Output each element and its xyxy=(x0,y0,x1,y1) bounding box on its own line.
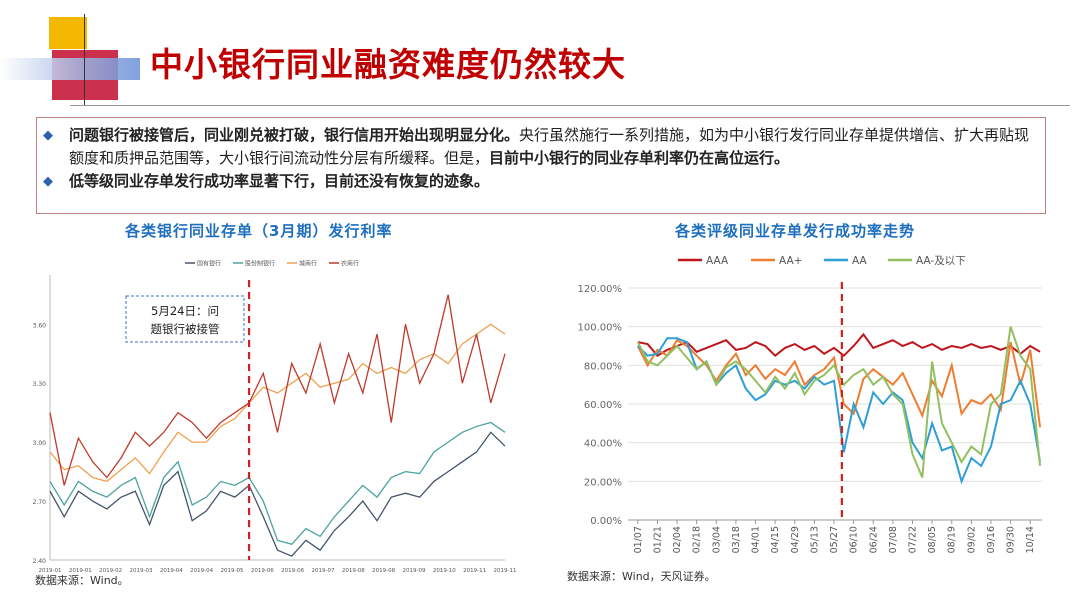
y-tick-label: 120.00% xyxy=(578,284,623,295)
slide-title: 中小银行同业融资难度仍然较大 xyxy=(150,45,626,84)
bullet-diamond-icon: ◆ xyxy=(43,174,53,189)
series-line-AA xyxy=(637,337,1042,485)
legend-label: 城商行 xyxy=(299,260,317,268)
header-decoration-blue xyxy=(0,58,140,80)
x-tick-label: 2019-06 xyxy=(281,568,304,574)
bullet-1-bold-tail: 目前中小银行的同业存单利率仍在高位运行。 xyxy=(489,149,790,167)
series-line-农商行 xyxy=(49,294,506,486)
x-tick-label: 09/02 xyxy=(966,526,977,553)
x-tick-label: 07/08 xyxy=(888,526,899,553)
annotation-text: 5月24日：问 xyxy=(151,304,219,318)
y-tick-label: 2.70 xyxy=(33,499,47,506)
x-tick-label: 2019-08 xyxy=(342,568,365,574)
x-tick-label: 2019-04 xyxy=(160,568,183,574)
x-tick-label: 08/05 xyxy=(927,526,938,553)
x-tick-label: 02/18 xyxy=(692,526,703,553)
x-tick-label: 02/04 xyxy=(672,526,683,553)
x-tick-label: 09/30 xyxy=(1006,526,1017,553)
legend-label: 国有银行 xyxy=(197,260,221,268)
y-tick-label: 60.00% xyxy=(584,400,622,411)
x-tick-label: 06/10 xyxy=(849,526,860,553)
bullet-1: ◆ 问题银行被接管后，同业刚兑被打破，银行信用开始出现明显分化。央行虽然施行一系… xyxy=(43,124,1035,170)
x-tick-label: 2019-08 xyxy=(372,568,395,574)
left-chart-rates: 2.40 2.70 3.00 3.30 3.60 2019-01 2019-01 2019-0… xyxy=(33,260,517,575)
x-tick-label: 09/16 xyxy=(986,526,997,553)
bullet-2: ◆ 低等级同业存单发行成功率显著下行，目前还没有恢复的迹象。 xyxy=(43,170,1035,193)
x-tick-label: 2019-03 xyxy=(130,568,153,574)
legend-label: AAA xyxy=(706,255,729,267)
y-tick-label: 3.00 xyxy=(33,440,47,447)
bullet-1-body: 央行虽然施行一系列措施，如为中小银行发行同业存单提供增信、扩大再贴现额度和质押品… xyxy=(69,126,1030,167)
y-tick-label: 80.00% xyxy=(584,361,622,372)
x-tick-label: 2019-07 xyxy=(312,568,335,574)
bullet-2-text: 低等级同业存单发行成功率显著下行，目前还没有恢复的迹象。 xyxy=(69,172,490,190)
x-tick-label: 2019-09 xyxy=(403,568,426,574)
right-chart-source: 数据来源：Wind，天风证券。 xyxy=(567,570,716,583)
annotation-box xyxy=(125,295,245,343)
y-tick-label: 0.00% xyxy=(590,516,622,527)
series-line-国有银行 xyxy=(49,431,506,557)
legend-label: AA+ xyxy=(779,255,802,267)
legend-label: 股份制银行 xyxy=(245,260,275,268)
x-tick-label: 2019-06 xyxy=(251,568,274,574)
header-decoration-line xyxy=(84,14,85,106)
annotation-text: 题银行被接管 xyxy=(151,322,220,336)
x-tick-label: 2019-01 xyxy=(39,568,62,574)
x-tick-label: 07/22 xyxy=(908,526,919,553)
x-tick-label: 2019-11 xyxy=(494,568,517,574)
x-tick-label: 01/07 xyxy=(633,526,644,553)
right-chart-title: 各类评级同业存单发行成功率走势 xyxy=(675,222,916,240)
x-tick-label: 2019-02 xyxy=(99,568,122,574)
series-line-AA-及以下 xyxy=(636,326,1042,478)
y-tick-label: 2.40 xyxy=(33,558,47,565)
x-tick-label: 2019-05 xyxy=(221,568,244,574)
x-tick-label: 2019-11 xyxy=(463,568,486,574)
series-line-AAA xyxy=(637,332,1041,357)
x-tick-label: 04/29 xyxy=(790,526,801,553)
x-tick-label: 05/27 xyxy=(829,526,840,553)
x-tick-label: 03/04 xyxy=(711,526,722,553)
x-tick-label: 05/13 xyxy=(809,526,820,553)
left-chart-source: 数据来源：Wind。 xyxy=(35,574,129,587)
x-tick-label: 03/18 xyxy=(731,526,742,553)
x-tick-label: 08/19 xyxy=(947,526,958,553)
series-line-股份制银行 xyxy=(49,421,506,546)
series-line-城商行 xyxy=(49,323,506,483)
x-tick-label: 10/14 xyxy=(1025,526,1036,553)
header-decoration-yellow xyxy=(49,17,87,49)
title-divider xyxy=(70,105,1070,106)
x-tick-label: 2019-01 xyxy=(69,568,92,574)
left-chart-title: 各类银行同业存单（3月期）发行利率 xyxy=(125,222,393,240)
summary-box: ◆ 问题银行被接管后，同业刚兑被打破，银行信用开始出现明显分化。央行虽然施行一系… xyxy=(36,117,1046,214)
x-tick-label: 06/24 xyxy=(868,526,879,553)
x-tick-label: 01/21 xyxy=(652,526,663,553)
y-tick-label: 20.00% xyxy=(584,477,622,488)
legend-label: AA xyxy=(852,255,867,267)
x-tick-label: 04/01 xyxy=(751,526,762,553)
x-tick-label: 2019-10 xyxy=(433,568,456,574)
y-tick-label: 40.00% xyxy=(584,439,622,450)
legend-label: 农商行 xyxy=(341,260,359,268)
bullet-diamond-icon: ◆ xyxy=(43,128,53,143)
x-tick-label: 04/15 xyxy=(770,526,781,553)
x-tick-label: 2019-04 xyxy=(190,568,213,574)
y-tick-label: 100.00% xyxy=(578,323,623,334)
right-chart-success-rate: 0.00% 20.00% 40.00% 60.00% 80.00% 100.00% 120.… xyxy=(578,255,1042,553)
y-tick-label: 3.30 xyxy=(33,381,47,388)
y-tick-label: 3.60 xyxy=(33,322,47,329)
bullet-1-bold-lead: 问题银行被接管后，同业刚兑被打破，银行信用开始出现明显分化。 xyxy=(69,126,520,144)
legend-label: AA-及以下 xyxy=(916,255,966,267)
